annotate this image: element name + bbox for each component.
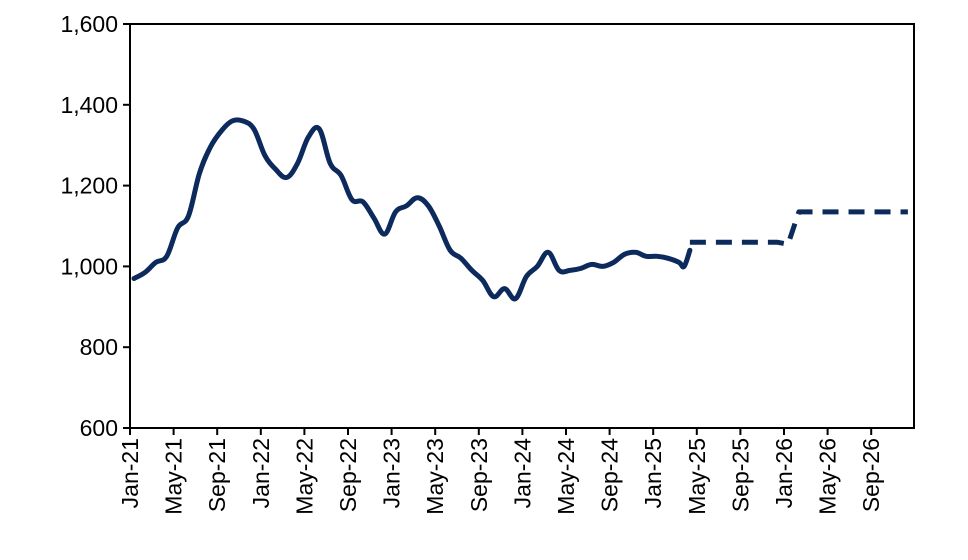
x-tick-label: May-23	[422, 438, 448, 515]
x-tick-label: May-24	[553, 438, 579, 515]
x-tick-label: Sep-23	[466, 438, 492, 512]
y-tick-label: 1,200	[60, 173, 118, 199]
y-tick-label: 1,600	[60, 11, 118, 37]
x-tick-label: Jan-22	[248, 438, 274, 508]
x-tick-label: May-22	[291, 438, 317, 515]
x-tick-label: Sep-25	[727, 438, 753, 512]
y-axis: 600 800 1,000 1,200 1,400 1,600	[60, 11, 130, 441]
forecast-series-line	[689, 209, 908, 247]
actual-series-line	[131, 117, 693, 302]
x-tick-label: May-25	[684, 438, 710, 515]
y-tick-label: 1,000	[60, 253, 118, 279]
x-tick-label: Sep-21	[204, 438, 230, 512]
x-tick-label: Jan-21	[117, 438, 143, 508]
y-tick-label: 600	[80, 415, 118, 441]
x-tick-label: Sep-22	[335, 438, 361, 512]
x-tick-label: Jan-23	[379, 438, 405, 508]
y-tick-label: 800	[80, 334, 118, 360]
x-tick-label: Sep-26	[858, 438, 884, 512]
y-tick-label: 1,400	[60, 92, 118, 118]
x-tick-label: Jan-25	[640, 438, 666, 508]
series-layer	[131, 117, 908, 302]
x-axis: Jan-21 May-21 Sep-21 Jan-22 May-22 Sep-22 Jan-…	[117, 428, 884, 515]
x-tick-label: Jan-26	[771, 438, 797, 508]
x-tick-label: May-26	[815, 438, 841, 515]
x-tick-label: Sep-24	[597, 438, 623, 512]
x-tick-label: Jan-24	[509, 438, 535, 509]
x-tick-label: May-21	[161, 438, 187, 515]
